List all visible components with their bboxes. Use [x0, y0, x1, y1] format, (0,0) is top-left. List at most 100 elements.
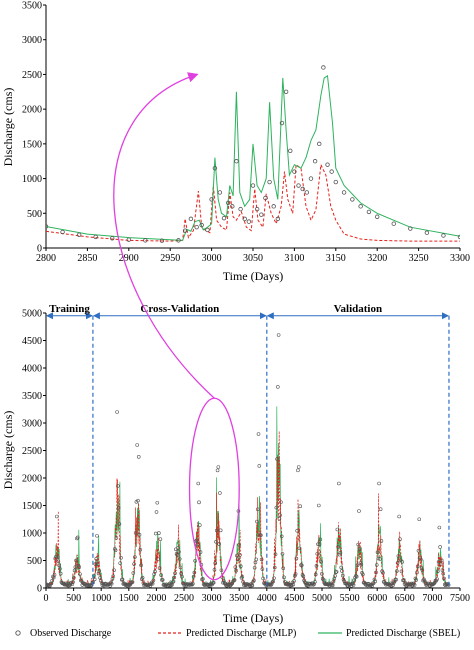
bottom-observed-point: [373, 579, 378, 584]
bottom-observed-point: [262, 581, 266, 585]
bottom-observed-point: [159, 573, 163, 577]
bottom-observed-point: [195, 542, 200, 547]
bottom-observed-point: [316, 503, 321, 508]
bottom-observed-point: [298, 504, 303, 509]
bottom-observed-point: [213, 561, 218, 566]
bottom-x-tick-label: 7500: [450, 593, 470, 604]
bottom-x-tick-label: 2500: [174, 593, 194, 604]
top-y-tick-label: 500: [27, 209, 42, 220]
bottom-observed-point: [394, 577, 398, 582]
top-observed-point: [391, 221, 396, 226]
bottom-observed-point: [269, 583, 273, 587]
bottom-observed-point: [133, 531, 138, 535]
bottom-observed-point: [196, 481, 201, 486]
bottom-observed-point: [333, 570, 338, 575]
top-observed-point: [283, 89, 289, 94]
bottom-observed-point: [175, 553, 180, 557]
top-x-tick-label: 2850: [77, 253, 97, 264]
legend-label: Predicted Discharge (SBEL): [346, 628, 460, 639]
top-observed-point: [366, 209, 372, 215]
legend: Observed Discharge Predicted Discharge (M…: [15, 628, 460, 639]
bottom-observed-point: [354, 574, 359, 579]
bottom-x-tick-label: 3000: [202, 593, 222, 604]
top-sbel-line: [46, 74, 460, 241]
bottom-observed-point: [177, 549, 181, 554]
bottom-x-tick-label: 3500: [229, 593, 249, 604]
bottom-observed-point: [396, 554, 401, 558]
bottom-observed-point: [181, 581, 186, 586]
bottom-y-tick-label: 2500: [22, 446, 42, 457]
bottom-observed-point: [395, 561, 400, 565]
bottom-observed-point: [292, 579, 296, 583]
bottom-x-tick-label: 0: [44, 593, 49, 604]
top-x-tick-label: 3300: [450, 253, 470, 264]
bottom-observed-point: [419, 557, 423, 562]
top-observed-point: [234, 159, 239, 164]
top-observed-point: [408, 226, 413, 231]
top-observed-point: [441, 233, 446, 238]
bottom-observed-point: [198, 550, 203, 554]
top-observed-point: [275, 216, 281, 222]
bottom-observed-point: [55, 514, 59, 519]
bottom-observed-point: [281, 566, 286, 571]
top-observed-point: [358, 204, 363, 209]
top-y-tick-label: 3500: [22, 1, 42, 12]
top-observed-point: [333, 179, 338, 185]
bottom-observed-point: [173, 571, 177, 576]
top-observed-point: [230, 204, 235, 209]
top-observed-point: [267, 179, 272, 185]
bottom-observed-point: [313, 572, 318, 577]
bottom-observed-point: [438, 545, 442, 549]
top-y-tick-label: 2500: [22, 70, 42, 81]
bottom-observed-point: [293, 572, 298, 576]
bottom-observed-point: [234, 568, 238, 573]
segment-label: Cross-Validation: [140, 303, 219, 315]
top-observed-point: [375, 214, 380, 219]
bottom-observed-point: [302, 578, 306, 583]
bottom-observed-point: [319, 560, 323, 564]
top-observed-point: [317, 141, 322, 147]
bottom-observed-point: [190, 582, 194, 587]
top-x-tick-label: 3100: [284, 253, 304, 264]
top-observed-point: [194, 224, 199, 230]
bottom-observed-point: [218, 528, 223, 533]
bottom-observed-point: [177, 557, 182, 561]
top-observed-point: [225, 200, 231, 206]
bottom-observed-point: [214, 528, 219, 533]
bottom-observed-point: [64, 581, 68, 586]
bottom-observed-point: [75, 536, 79, 541]
bottom-observed-point: [130, 580, 135, 584]
bottom-x-tick-label: 5000: [312, 593, 332, 604]
bottom-observed-point: [398, 537, 402, 542]
bottom-mlp-line: [46, 431, 450, 588]
bottom-observed-point: [399, 569, 404, 574]
top-x-tick-label: 3200: [367, 253, 387, 264]
bottom-observed-point: [235, 557, 240, 562]
bottom-observed-point: [238, 553, 242, 557]
bottom-observed-point: [255, 507, 260, 512]
top-observed-point: [312, 159, 318, 164]
bottom-observed-point: [131, 571, 136, 575]
top-observed-point: [263, 195, 268, 201]
top-observed-point: [176, 238, 181, 243]
bottom-observed-point: [285, 582, 289, 586]
top-y-axis-label: Discharge (cms): [1, 88, 15, 167]
top-observed-point: [221, 215, 227, 221]
bottom-observed-point: [157, 566, 162, 570]
top-observed-point: [199, 222, 204, 228]
top-observed-point: [76, 232, 82, 238]
bottom-observed-point: [193, 559, 197, 563]
top-observed-point: [304, 190, 310, 195]
bottom-observed-point: [297, 546, 302, 551]
bottom-observed-point: [296, 468, 300, 473]
bottom-observed-point: [435, 577, 439, 581]
bottom-observed-point: [261, 576, 265, 581]
bottom-observed-point: [96, 571, 101, 576]
bottom-observed-point: [180, 581, 185, 585]
bottom-observed-point: [377, 481, 381, 486]
top-observed-point: [110, 236, 115, 241]
bottom-observed-point: [294, 556, 299, 561]
bottom-observed-point: [355, 563, 360, 568]
bottom-observed-point: [379, 539, 384, 543]
bottom-observed-point: [55, 555, 60, 560]
